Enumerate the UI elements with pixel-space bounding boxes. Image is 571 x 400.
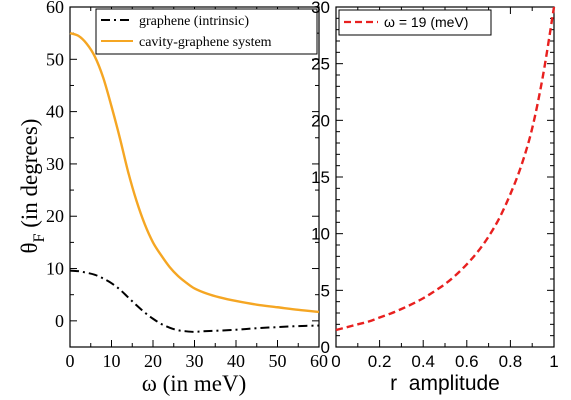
left-series-line-1 xyxy=(69,31,320,314)
left-y-tick-label: 40 xyxy=(46,102,64,122)
left-x-tick-label: 10 xyxy=(103,351,121,371)
right-y-tick-label: 5 xyxy=(321,281,330,300)
left-x-tick-label: 30 xyxy=(186,351,204,371)
right-y-tick-label: 20 xyxy=(311,111,330,130)
legend-label-omega: ω = 19 (meV) xyxy=(384,14,468,30)
left-x-tick-label: 20 xyxy=(144,351,162,371)
right-x-tick-label: 0.4 xyxy=(411,352,435,371)
left-y-tick-label: 10 xyxy=(46,259,64,279)
left-series-line-0 xyxy=(69,269,320,333)
left-y-tick-label: 0 xyxy=(55,311,64,331)
right-x-axis-label: r amplitude xyxy=(390,372,500,395)
right-x-tick-label: 0.6 xyxy=(455,352,479,371)
left-x-tick-label: 50 xyxy=(269,351,287,371)
right-series-line-0 xyxy=(335,6,556,332)
legend-label-graphene: graphene (intrinsic) xyxy=(139,14,249,29)
left-series-lines xyxy=(69,31,320,333)
left-y-tick-label: 50 xyxy=(46,49,64,69)
right-y-tick-label: 30 xyxy=(311,0,330,17)
left-x-tick-label: 60 xyxy=(310,351,328,371)
right-y-tick-label: 10 xyxy=(311,225,330,244)
right-y-tick-label: 0 xyxy=(321,338,330,357)
right-x-tick-label: 0.2 xyxy=(368,352,392,371)
left-legend: graphene (intrinsic) cavity-graphene sys… xyxy=(95,8,318,55)
left-x-axis-label: ω (in meV) xyxy=(142,371,247,396)
right-series-lines xyxy=(335,6,556,332)
right-y-tick-label: 25 xyxy=(311,55,330,74)
right-x-tick-label: 0.8 xyxy=(499,352,523,371)
left-y-tick-label: 60 xyxy=(46,0,64,17)
left-legend-box xyxy=(95,8,318,55)
left-y-axis-label: θF (in degrees) xyxy=(17,119,48,254)
left-y-axis-label-symbol: θ xyxy=(17,242,42,253)
left-y-tick-label: 20 xyxy=(46,206,64,226)
right-x-tick-label: 0 xyxy=(331,352,340,371)
left-y-axis-label-unit: (in degrees) xyxy=(17,119,42,234)
right-legend: ω = 19 (meV) xyxy=(338,9,492,36)
left-y-axis-label-subscript: F xyxy=(31,233,48,242)
right-x-tick-label: 1 xyxy=(549,352,558,371)
left-plot-frame xyxy=(69,6,320,348)
right-plot-frame xyxy=(335,6,555,348)
right-legend-box xyxy=(338,9,492,36)
left-x-tick-label: 40 xyxy=(227,351,245,371)
right-y-tick-label: 15 xyxy=(311,168,330,187)
left-x-tick-label: 0 xyxy=(66,351,75,371)
left-y-tick-label: 30 xyxy=(46,154,64,174)
legend-label-cavity: cavity-graphene system xyxy=(139,35,272,50)
